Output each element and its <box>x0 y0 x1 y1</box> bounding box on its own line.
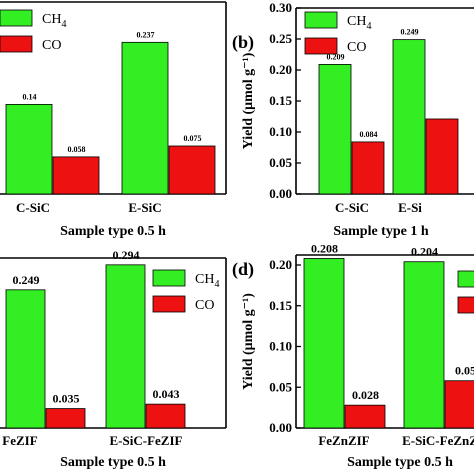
bar-value-label: 0.058 <box>68 145 86 154</box>
ch4-bar <box>5 289 46 429</box>
bar-value-label: 0.294 <box>113 248 140 262</box>
panel-letter: (b) <box>232 32 254 53</box>
x-category-label: FeZIF <box>2 433 37 448</box>
x-axis-title: Sample type 1 h <box>333 224 429 239</box>
x-axis-title: Sample type 0.5 h <box>60 224 166 239</box>
legend-ch4-label: CH4 <box>195 272 219 290</box>
legend-ch4-subscript: 4 <box>214 279 219 290</box>
y-tick-label: 0.05 <box>269 155 292 170</box>
x-category-label: E-SiC-FeZnZ <box>402 433 474 448</box>
x-category-label: C-SiC <box>16 200 50 215</box>
y-axis-title: Yield (μmol g⁻¹) <box>241 52 256 149</box>
y-tick-label: 0.00 <box>269 186 292 201</box>
co-bar <box>45 408 86 429</box>
bar-value-label: 0.249 <box>401 28 419 37</box>
bar-value-label: 0.084 <box>360 130 378 139</box>
co-bar <box>52 156 100 195</box>
y-tick-label: 0.20 <box>269 62 292 77</box>
legend-ch4-label: CH4 <box>347 14 371 32</box>
bar-value-label: 0.043 <box>153 387 180 401</box>
legend-ch4-swatch <box>304 11 338 29</box>
y-tick-label: 0.10 <box>269 339 292 354</box>
ch4-bar <box>403 261 445 429</box>
bar-value-label: 0.05 <box>455 364 474 378</box>
y-tick-label: 0.15 <box>269 298 292 313</box>
legend-co-label: CO <box>42 38 61 53</box>
y-tick-label: 0.00 <box>269 420 292 435</box>
co-bar <box>344 404 386 429</box>
x-axis-title: Sample type 0.5 h <box>60 455 166 470</box>
legend-co-swatch <box>0 35 33 53</box>
x-category-label: C-SiC <box>335 200 369 215</box>
co-bar <box>444 380 474 429</box>
legend-ch4-label: CH4 <box>42 12 66 30</box>
x-category-label: E-SiC-FeZIF <box>110 433 183 448</box>
co-bar <box>425 118 459 195</box>
x-category-label: FeZnZIF <box>318 433 369 448</box>
legend-ch4-swatch <box>152 269 186 287</box>
legend-co-swatch <box>152 295 186 313</box>
legend-co-label: CO <box>347 40 366 55</box>
bar-value-label: 0.204 <box>411 245 438 259</box>
y-tick-label: 0.20 <box>269 257 292 272</box>
ch4-bar <box>392 39 426 195</box>
bar-value-label: 0.028 <box>352 388 379 402</box>
legend-ch4-subscript: 4 <box>61 19 66 30</box>
x-category-label: E-Si <box>398 200 422 215</box>
bar-value-label: 0.237 <box>137 30 155 39</box>
ch4-bar <box>5 104 53 195</box>
ch4-bar <box>121 41 169 195</box>
legend-co-swatch <box>457 296 474 314</box>
co-bar <box>351 141 385 195</box>
ch4-bar <box>105 264 146 429</box>
y-tick-label: 0.30 <box>269 0 292 15</box>
legend-co-label: CO <box>195 298 214 313</box>
panel-letter: (d) <box>232 259 254 280</box>
bar-value-label: 0.14 <box>23 92 37 101</box>
co-bar <box>168 145 216 195</box>
legend-co-swatch <box>304 37 338 55</box>
legend-ch4-swatch <box>457 270 474 288</box>
x-category-label: E-SiC <box>128 200 161 215</box>
ch4-bar <box>303 258 345 429</box>
bar-value-label: 0.035 <box>53 392 80 406</box>
x-axis-title: Sample type 0.5 h <box>347 455 453 470</box>
bar-value-label: 0.209 <box>327 52 345 61</box>
y-tick-label: 0.05 <box>269 379 292 394</box>
ch4-bar <box>318 64 352 195</box>
bar-value-label: 0.249 <box>13 273 40 287</box>
bar-value-label: 0.208 <box>311 241 338 255</box>
co-bar <box>145 403 186 429</box>
legend-ch4-swatch <box>0 9 33 27</box>
y-tick-label: 0.10 <box>269 124 292 139</box>
bar-value-label: 0.075 <box>184 134 202 143</box>
legend-ch4-subscript: 4 <box>366 21 371 32</box>
y-tick-label: 0.15 <box>269 93 292 108</box>
y-axis-title: Yield (μmol g⁻¹) <box>241 293 256 390</box>
y-tick-label: 0.25 <box>269 31 292 46</box>
